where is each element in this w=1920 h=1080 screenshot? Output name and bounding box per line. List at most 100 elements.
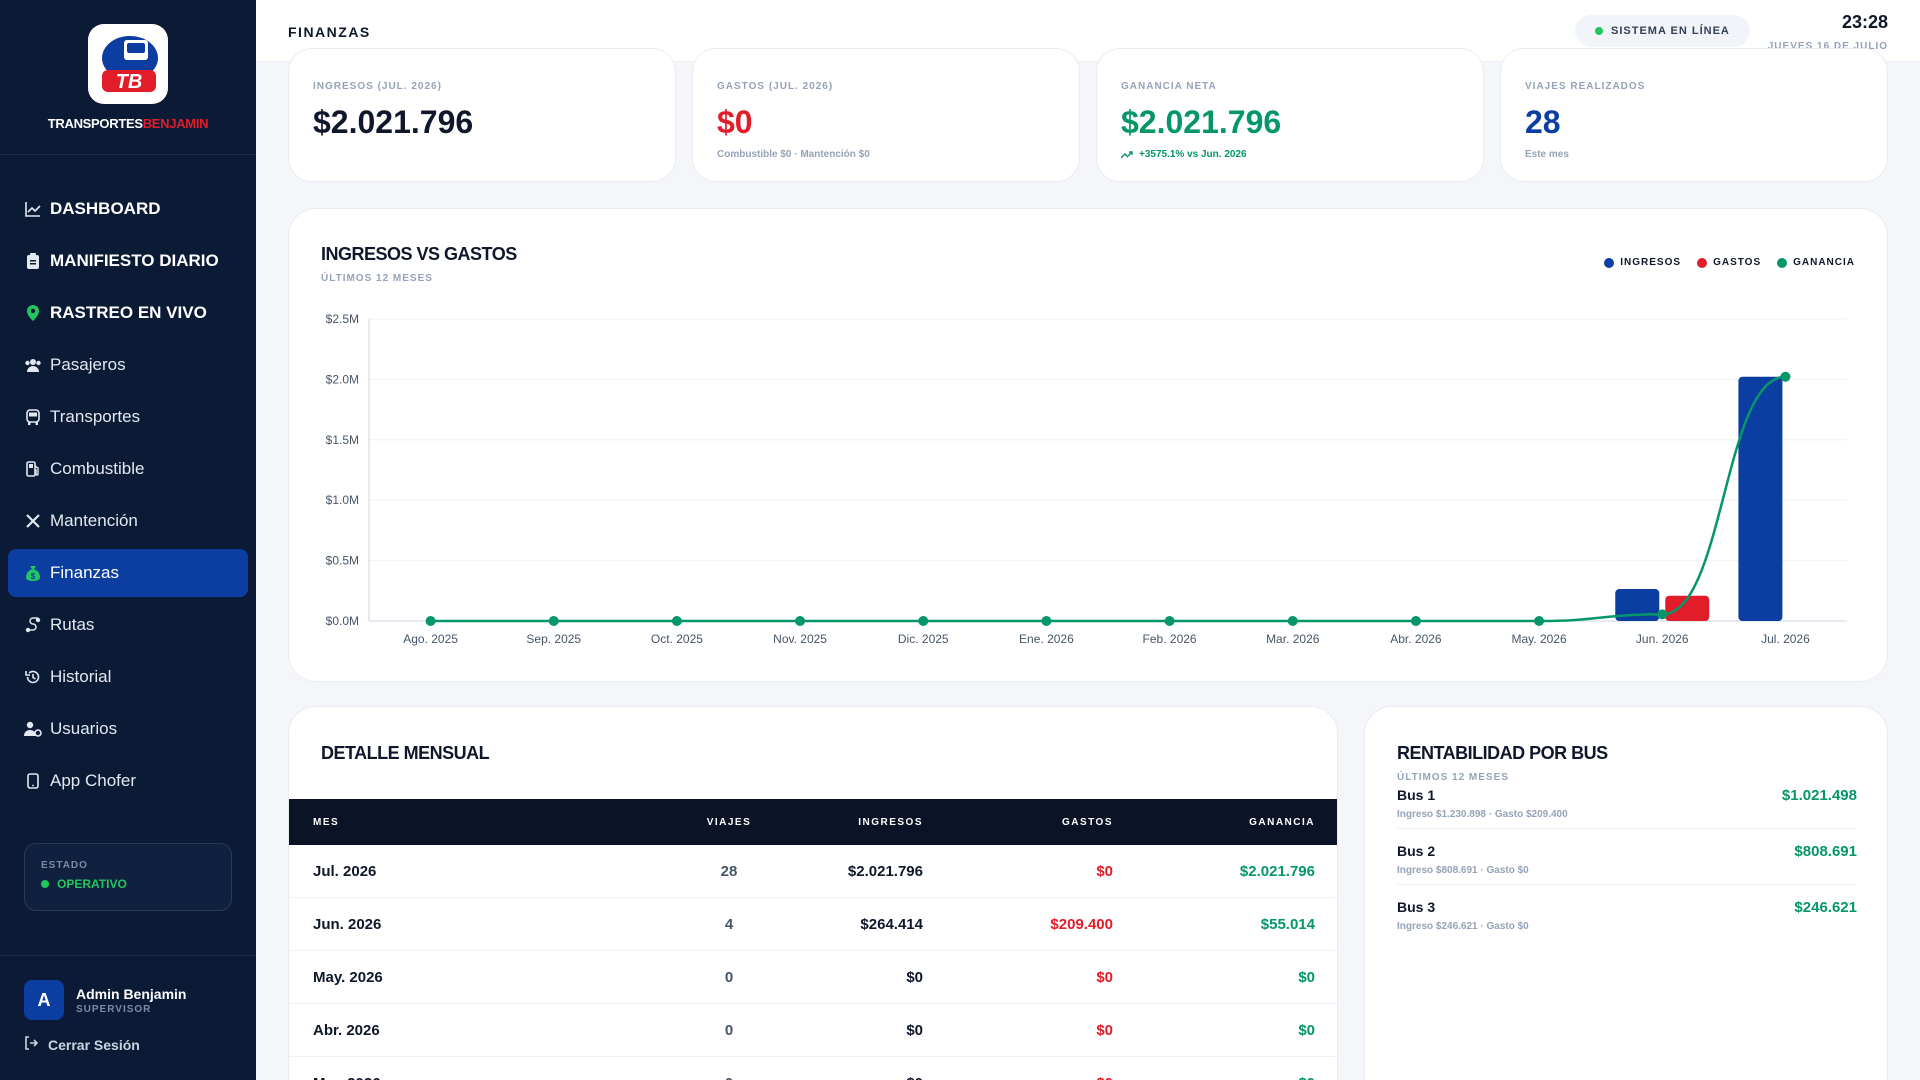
col-header-ingresos[interactable]: INGRESOS (858, 816, 923, 828)
legend-label: GASTOS (1713, 257, 1762, 268)
cell-viajes: 0 (724, 968, 734, 986)
clock: 23:28 JUEVES 16 DE JULIO (1768, 12, 1888, 52)
bus-item[interactable]: Bus 2 $808.691 Ingreso $808.691 · Gasto … (1397, 843, 1857, 885)
legend-item-ganancia[interactable]: GANANCIA (1777, 257, 1855, 268)
cell-viajes: 0 (629, 1057, 829, 1080)
bus-amount: $1.021.498 (1781, 787, 1857, 804)
x-tick-label: Dic. 2025 (898, 632, 949, 646)
cell-ingresos: $264.414 (860, 915, 923, 933)
cell-viajes: 4 (724, 915, 734, 933)
legend-item-gastos[interactable]: GASTOS (1697, 257, 1761, 268)
chart-card: INGRESOS VS GASTOS ÚLTIMOS 12 MESES INGR… (288, 208, 1888, 682)
divider (1397, 828, 1857, 829)
user-cog-icon (24, 721, 42, 737)
trend-up-icon (1121, 150, 1133, 159)
point-ganancia (1657, 609, 1668, 620)
col-header-ganancia[interactable]: GANANCIA (1249, 816, 1315, 828)
cell-ganancia: $55.014 (1260, 915, 1315, 933)
bus-detail: Ingreso $1.230.898 · Gasto $209.400 (1397, 809, 1568, 820)
table-row[interactable]: Jun. 2026 4 $264.414 $209.400 $55.014 (289, 898, 1337, 951)
legend-label: INGRESOS (1620, 257, 1682, 268)
chart-subtitle: ÚLTIMOS 12 MESES (321, 273, 433, 284)
bus-name: Bus 2 (1397, 843, 1436, 859)
nav-item-app-chofer[interactable]: App Chofer (8, 757, 248, 805)
profitability-subtitle: ÚLTIMOS 12 MESES (1397, 772, 1509, 783)
table-title: DETALLE MENSUAL (321, 743, 490, 763)
y-tick-label: $1.0M (326, 493, 359, 507)
nav-item-pasajeros[interactable]: Pasajeros (8, 341, 248, 389)
table-row[interactable]: Jul. 2026 28 $2.021.796 $0 $2.021.796 (289, 845, 1337, 898)
chart-title: INGRESOS VS GASTOS (321, 244, 517, 264)
col-header-viajes[interactable]: VIAJES (706, 816, 752, 828)
x-tick-label: Jul. 2026 (1761, 632, 1810, 646)
x-tick-label: May. 2026 (1512, 632, 1567, 646)
bar-ingresos (1615, 589, 1660, 621)
estado-text: OPERATIVO (57, 877, 127, 891)
y-tick-label: $0.0M (326, 614, 359, 628)
x-tick-label: Oct. 2025 (651, 632, 703, 646)
logout-label: Cerrar Sesión (48, 1036, 140, 1053)
bus-logo-icon: TB (102, 36, 158, 93)
x-tick-label: Ago. 2025 (403, 632, 458, 646)
x-tick-label: Nov. 2025 (773, 632, 827, 646)
kpi-subtext: Combustible $0 · Mantención $0 (717, 149, 870, 160)
kpi-card-ingresos: INGRESOS (JUL. 2026) $2.021.796 (288, 48, 676, 182)
cell-ganancia: $0 (1298, 1057, 1315, 1080)
kpi-card-gastos: GASTOS (JUL. 2026) $0 Combustible $0 · M… (692, 48, 1080, 182)
bus-amount: $808.691 (1794, 843, 1857, 860)
nav-item-usuarios[interactable]: Usuarios (8, 705, 248, 753)
nav-item-rutas[interactable]: Rutas (8, 601, 248, 649)
estado-value: OPERATIVO (41, 877, 215, 891)
nav-item-combustible[interactable]: Combustible (8, 445, 248, 493)
nav-item-historial[interactable]: Historial (8, 653, 248, 701)
y-tick-label: $2.5M (326, 312, 359, 326)
cell-ganancia: $0 (1298, 968, 1315, 986)
nav-item-manifiesto[interactable]: MANIFIESTO DIARIO (8, 237, 248, 285)
cell-mes: Jun. 2026 (313, 915, 382, 933)
nav-item-transportes[interactable]: Transportes (8, 393, 248, 441)
nav-item-mantencion[interactable]: Mantención (8, 497, 248, 545)
kpi-value: $2.021.796 (313, 104, 474, 140)
bus-item[interactable]: Bus 1 $1.021.498 Ingreso $1.230.898 · Ga… (1397, 787, 1857, 829)
divider (1397, 884, 1857, 885)
company-logo[interactable]: TB (88, 24, 168, 104)
nav-item-finanzas[interactable]: $ Finanzas (8, 549, 248, 597)
user-name: Admin Benjamin (76, 985, 187, 1002)
point-ganancia (918, 616, 929, 626)
x-tick-label: Feb. 2026 (1143, 632, 1197, 646)
col-header-mes[interactable]: MES (313, 816, 340, 828)
table-header: MES VIAJES INGRESOS GASTOS GANANCIA (289, 799, 1337, 845)
user-role: SUPERVISOR (76, 1003, 152, 1015)
cell-gastos: $0 (1096, 968, 1113, 986)
profitability-card: RENTABILIDAD POR BUS ÚLTIMOS 12 MESES Bu… (1364, 706, 1888, 1080)
col-header-gastos[interactable]: GASTOS (1061, 816, 1113, 828)
table-row[interactable]: Mar. 2026 0 $0 $0 $0 (289, 1057, 1337, 1080)
table-row[interactable]: May. 2026 0 $0 $0 $0 (289, 951, 1337, 1004)
sidebar: TB TRANSPORTESBENJAMIN DASHBOARD MANIFIE… (0, 0, 256, 1080)
nav-item-dashboard[interactable]: DASHBOARD (8, 185, 248, 233)
page-title: FINANZAS (288, 24, 371, 40)
user-info: Admin Benjamin SUPERVISOR (76, 986, 186, 1015)
user-panel: A Admin Benjamin SUPERVISOR Cerrar Sesió… (0, 955, 256, 1077)
legend-item-ingresos[interactable]: INGRESOS (1604, 257, 1681, 268)
bus-icon (24, 409, 42, 425)
legend-swatch (1604, 257, 1615, 268)
clipboard-icon (24, 253, 42, 269)
cell-gastos: $0 (1096, 1021, 1113, 1039)
point-ganancia (1041, 616, 1052, 626)
user-card[interactable]: A Admin Benjamin SUPERVISOR (24, 980, 232, 1020)
cell-mes: Mar. 2026 (313, 1057, 381, 1080)
cell-gastos: $0 (1096, 862, 1113, 880)
brand-name-accent: BENJAMIN (142, 116, 209, 131)
brand-name-primary: TRANSPORTES (47, 116, 143, 131)
bus-item[interactable]: Bus 3 $246.621 Ingreso $246.621 · Gasto … (1397, 899, 1857, 932)
cell-ingresos: $0 (906, 1021, 923, 1039)
kpi-value: $0 (717, 104, 753, 140)
logout-button[interactable]: Cerrar Sesión (24, 1036, 232, 1053)
nav-label: DASHBOARD (50, 199, 161, 218)
table-row[interactable]: Abr. 2026 0 $0 $0 $0 (289, 1004, 1337, 1057)
chart-legend: INGRESOS GASTOS GANANCIA (1588, 257, 1855, 268)
nav-item-rastreo[interactable]: RASTREO EN VIVO (8, 289, 248, 337)
point-ganancia (548, 616, 559, 626)
bus-detail: Ingreso $246.621 · Gasto $0 (1397, 921, 1529, 932)
